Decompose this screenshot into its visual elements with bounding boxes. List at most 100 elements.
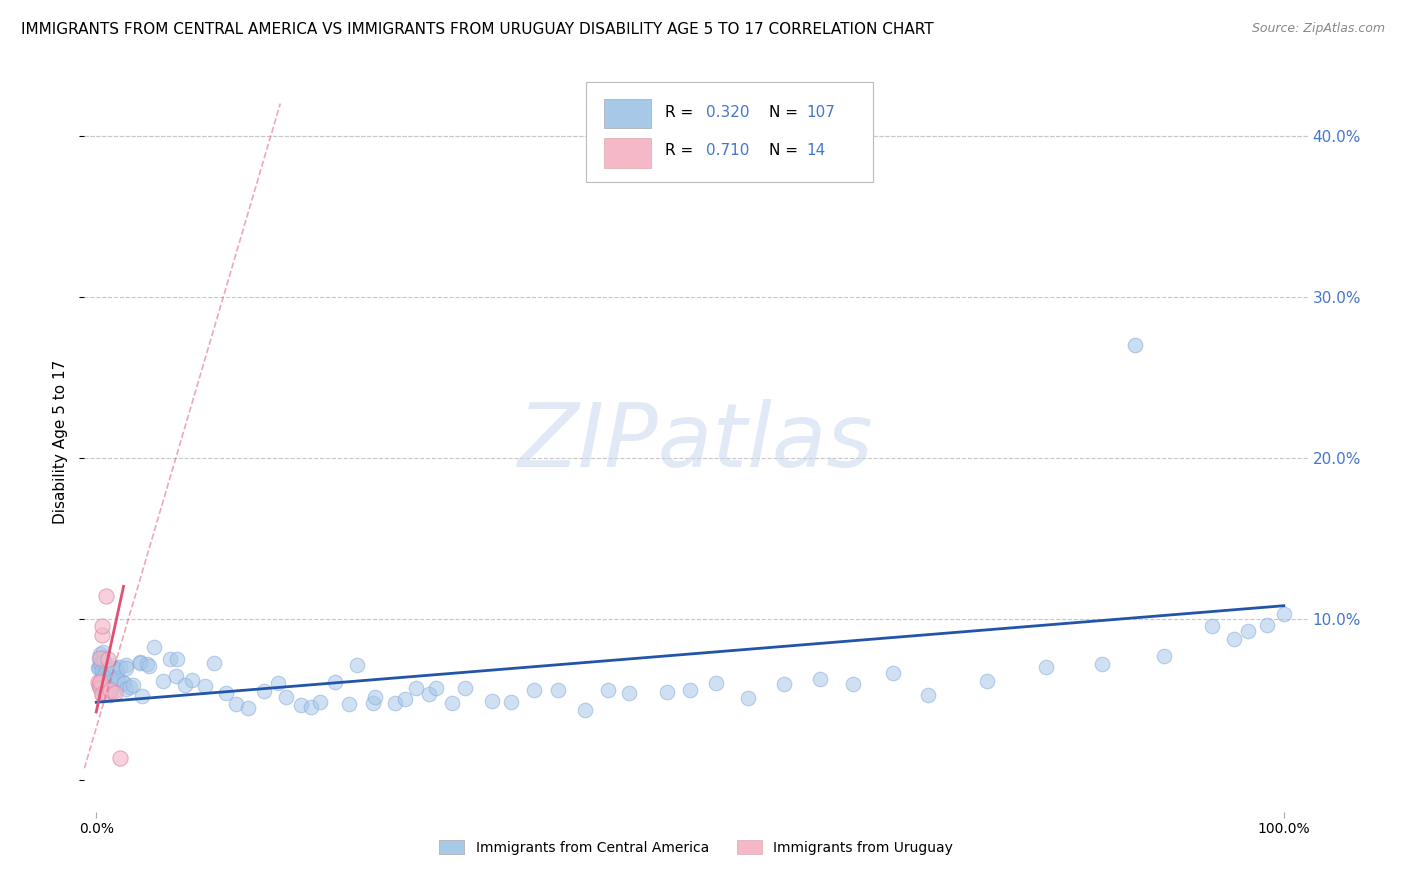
Point	[166, 652, 188, 666]
Point	[91, 688, 114, 702]
Point	[773, 677, 796, 691]
Point	[976, 673, 998, 688]
Point	[112, 675, 135, 690]
Point	[91, 645, 114, 659]
Point	[596, 682, 619, 697]
Point	[93, 668, 115, 682]
Text: ZIPatlas: ZIPatlas	[519, 399, 873, 484]
Point	[98, 681, 121, 696]
Point	[173, 678, 195, 692]
Point	[225, 697, 247, 711]
Point	[1153, 648, 1175, 663]
Point	[90, 619, 112, 633]
Point	[523, 683, 546, 698]
Point	[1035, 660, 1057, 674]
Point	[679, 683, 702, 698]
Point	[103, 678, 125, 692]
Point	[323, 674, 346, 689]
Point	[1223, 632, 1246, 646]
Point	[96, 686, 118, 700]
Point	[418, 688, 440, 702]
Point	[152, 674, 174, 689]
Point	[87, 650, 110, 665]
Point	[112, 676, 135, 690]
Point	[440, 696, 463, 710]
Point	[87, 677, 110, 691]
Point	[704, 675, 727, 690]
Point	[105, 675, 128, 690]
Point	[96, 589, 118, 603]
Point	[96, 652, 118, 666]
Point	[105, 663, 128, 677]
Point	[129, 655, 152, 669]
Point	[96, 672, 118, 686]
Point	[364, 690, 387, 704]
Point	[236, 701, 259, 715]
Text: 14: 14	[806, 143, 825, 158]
Point	[309, 695, 332, 709]
Point	[165, 668, 187, 682]
Point	[346, 658, 368, 673]
Point	[1272, 607, 1295, 622]
Point	[93, 658, 115, 673]
Point	[657, 685, 679, 699]
Point	[91, 687, 114, 701]
Point	[253, 684, 276, 698]
Point	[499, 695, 522, 709]
Point	[87, 674, 110, 689]
Point	[122, 678, 145, 692]
Text: N =: N =	[769, 104, 803, 120]
Point	[135, 657, 157, 671]
Text: IMMIGRANTS FROM CENTRAL AMERICA VS IMMIGRANTS FROM URUGUAY DISABILITY AGE 5 TO 1: IMMIGRANTS FROM CENTRAL AMERICA VS IMMIG…	[21, 22, 934, 37]
Point	[91, 650, 114, 665]
Point	[97, 679, 120, 693]
Point	[481, 694, 503, 708]
Point	[96, 679, 118, 693]
Point	[89, 677, 111, 691]
Point	[89, 651, 111, 665]
Point	[105, 671, 128, 685]
Point	[574, 703, 596, 717]
Point	[266, 676, 288, 690]
Point	[882, 665, 904, 680]
Point	[1236, 624, 1258, 638]
Point	[91, 663, 114, 677]
Point	[107, 672, 129, 686]
Point	[115, 682, 138, 697]
Point	[299, 699, 322, 714]
Point	[98, 683, 121, 698]
Point	[110, 660, 132, 674]
Point	[1125, 338, 1147, 352]
Point	[619, 686, 641, 700]
Point	[100, 669, 122, 683]
Text: R =: R =	[665, 143, 699, 158]
Point	[181, 673, 204, 688]
FancyBboxPatch shape	[586, 82, 873, 183]
Point	[89, 674, 111, 689]
Point	[1201, 619, 1223, 633]
Point	[917, 688, 939, 702]
Point	[274, 690, 297, 704]
Text: R =: R =	[665, 104, 699, 120]
Point	[1256, 618, 1278, 632]
Point	[93, 666, 115, 681]
Point	[93, 680, 115, 694]
Point	[143, 640, 166, 654]
Point	[98, 665, 121, 680]
Point	[808, 673, 831, 687]
Point	[138, 659, 160, 673]
Point	[108, 751, 131, 765]
Point	[98, 674, 121, 689]
Text: 107: 107	[806, 104, 835, 120]
Point	[89, 681, 111, 696]
Point	[215, 685, 238, 699]
Point	[100, 658, 122, 673]
Point	[425, 681, 447, 695]
Point	[103, 686, 125, 700]
Point	[96, 662, 118, 676]
Point	[290, 698, 312, 713]
Point	[384, 696, 406, 710]
Point	[94, 686, 117, 700]
Point	[454, 681, 477, 696]
Point	[361, 696, 384, 710]
